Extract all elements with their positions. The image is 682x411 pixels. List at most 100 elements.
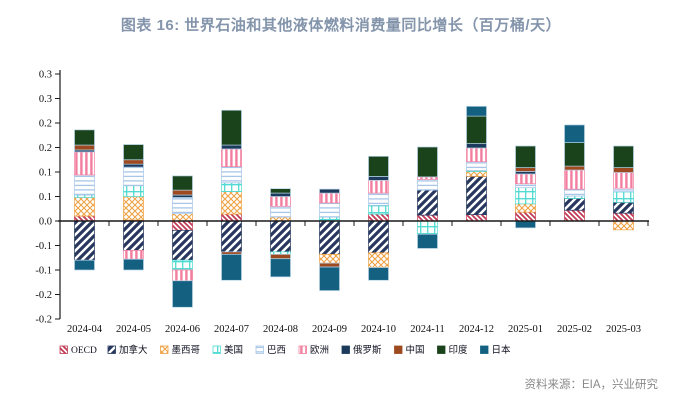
x-tick-label: 2024-11 [410,324,445,335]
bar-segment-2024-11-美国 [417,220,438,235]
bar-segment-2024-06-OECD [172,220,193,231]
bar-segment-2024-08-欧洲 [270,196,291,207]
y-tick-label: -0.2 [35,290,52,301]
legend-swatch-巴西 [255,345,264,354]
bar-segment-2024-10-OECD [368,213,389,222]
bar-segment-2025-02-日本 [564,124,585,143]
bar-segment-2024-10-加拿大 [368,220,389,254]
bar-segment-2024-08-日本 [270,258,291,278]
bar-segment-2025-01-墨西哥 [515,203,536,213]
bar-segment-2024-11-加拿大 [417,189,438,216]
bar-segment-2025-02-OECD [564,209,585,222]
bar-segment-2024-07-巴西 [221,166,242,184]
bar-segment-2024-08-加拿大 [270,220,291,253]
bar-segment-2024-12-巴西 [466,161,487,171]
bar-segment-2024-04-印度 [74,129,95,146]
y-tick-label: 0.2 [39,119,52,130]
bar-segment-2025-03-巴西 [613,187,634,192]
bar-segment-2024-08-印度 [270,188,291,194]
bar-segment-2024-05-中国 [123,159,144,165]
bar-segment-2024-07-加拿大 [221,220,242,253]
bar-segment-2024-04-美国 [74,194,95,198]
legend-label: OECD [71,346,97,356]
legend-label: 印度 [449,344,469,356]
legend: OECD 加拿大 墨西哥 美国 巴西 欧洲 俄罗斯 中国 印度 日本 [59,344,512,356]
y-tick-label: -0.1 [35,266,52,277]
bar-segment-2024-05-墨西哥 [123,196,144,221]
y-tick-label: 0.1 [39,192,52,203]
bar-segment-2025-02-印度 [564,142,585,167]
bar-segment-2024-12-俄罗斯 [466,143,487,149]
bar-segment-2024-05-欧洲 [123,250,144,260]
legend-label: 加拿大 [119,344,148,356]
legend-swatch-美国 [212,345,221,354]
x-tick-label: 2024-10 [361,324,396,335]
bar-segment-2024-05-加拿大 [123,220,144,251]
bar-segment-2024-07-墨西哥 [221,191,242,215]
legend-label: 中国 [406,344,425,356]
y-tick-label: 0.0 [39,217,52,228]
bar-segment-2024-06-加拿大 [172,229,193,261]
legend-label: 俄罗斯 [353,344,382,356]
bar-segment-2024-04-中国 [74,144,95,151]
bar-segment-2024-09-欧洲 [319,192,340,204]
bar-segment-2025-03-加拿大 [613,202,634,214]
x-axis: 2024-04 2024-05 2024-06 2024-07 2024-08 2024-… [58,220,649,335]
bar-segment-2024-09-中国 [319,262,340,268]
bar-segment-2024-04-巴西 [74,174,95,196]
bar-segment-2024-10-墨西哥 [368,252,389,268]
legend-label: 日本 [492,344,512,356]
bar-segment-2024-07-美国 [221,182,242,192]
legend-label: 欧洲 [310,344,329,356]
bar-segment-2024-12-墨西哥 [466,171,487,177]
x-tick-label: 2024-12 [459,324,494,335]
bar-segment-2024-09-日本 [319,266,340,291]
bar-segment-2024-12-欧洲 [466,147,487,163]
bar-segment-2024-10-日本 [368,267,389,281]
legend-swatch-OECD [59,345,68,354]
bar-segment-2024-08-俄罗斯 [270,192,291,197]
bar-segment-2024-07-俄罗斯 [221,144,242,150]
bar-segment-2025-01-欧洲 [515,173,536,185]
legend-swatch-墨西哥 [160,345,169,354]
bar-segment-2025-03-OECD [613,212,634,222]
bar-segment-2024-05-印度 [123,144,144,161]
y-tick-label: -0.1 [35,241,52,252]
bar-segment-2024-07-中国 [221,251,242,255]
bar-segment-2025-03-欧洲 [613,172,634,189]
bar-segment-2024-10-巴西 [368,192,389,206]
bar-segment-2025-02-中国 [564,165,585,171]
bar-segment-2024-04-日本 [74,259,95,271]
legend-label: 墨西哥 [172,345,201,356]
bar-segment-2024-05-日本 [123,258,144,271]
legend-swatch-欧洲 [298,345,307,354]
legend-swatch-俄罗斯 [341,345,350,354]
bar-segment-2024-04-欧洲 [74,151,95,176]
y-tick-label: 0.2 [39,143,52,154]
bars [74,105,634,308]
bar-segment-2024-10-印度 [368,155,389,177]
bar-segment-2025-01-日本 [515,220,536,229]
bar-segment-2024-06-中国 [172,189,193,196]
bar-segment-2025-03-墨西哥 [613,220,634,231]
bar-segment-2025-03-美国 [613,191,634,203]
bar-segment-2024-10-美国 [368,204,389,215]
x-tick-label: 2024-06 [165,324,200,335]
bar-segment-2024-08-美国 [270,251,291,255]
bar-segment-2024-09-巴西 [319,202,340,218]
source-note: 资料来源：EIA，兴业研究 [524,379,658,391]
bar-segment-2024-10-俄罗斯 [368,176,389,181]
x-tick-label: 2024-08 [263,324,298,335]
y-axis: 0.3 0.3 0.2 0.2 0.1 0.1 0.0 -0.1 -0.1 -0.2 -0.2 [35,70,61,326]
bar-segment-2024-12-OECD [466,214,487,222]
legend-swatch-加拿大 [107,345,116,354]
bar-segment-2024-09-墨西哥 [319,253,340,264]
chart-title: 图表 16: 世界石油和其他液体燃料消费量同比增长（百万桶/天） [120,17,562,34]
bar-segment-2025-01-巴西 [515,183,536,189]
bar-segment-2025-01-俄罗斯 [515,171,536,175]
bar-segment-2025-01-美国 [515,187,536,205]
bar-segment-2024-04-加拿大 [74,220,95,261]
bar-segment-2024-11-日本 [417,233,438,249]
bar-segment-2024-05-巴西 [123,166,144,187]
